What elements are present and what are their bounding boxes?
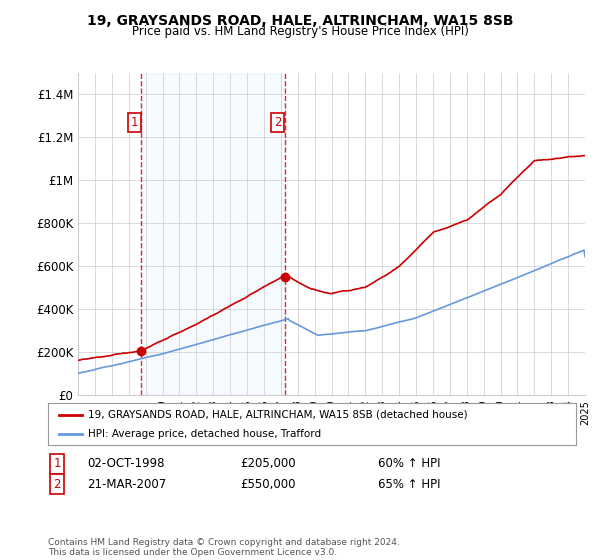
Text: 2: 2: [53, 478, 61, 491]
Text: Price paid vs. HM Land Registry's House Price Index (HPI): Price paid vs. HM Land Registry's House …: [131, 25, 469, 38]
Text: HPI: Average price, detached house, Trafford: HPI: Average price, detached house, Traf…: [88, 430, 321, 439]
Text: £550,000: £550,000: [240, 478, 296, 491]
Text: Contains HM Land Registry data © Crown copyright and database right 2024.
This d: Contains HM Land Registry data © Crown c…: [48, 538, 400, 557]
Text: 1: 1: [131, 116, 139, 129]
Text: 1: 1: [53, 457, 61, 470]
Text: 21-MAR-2007: 21-MAR-2007: [87, 478, 166, 491]
Text: 19, GRAYSANDS ROAD, HALE, ALTRINCHAM, WA15 8SB (detached house): 19, GRAYSANDS ROAD, HALE, ALTRINCHAM, WA…: [88, 410, 467, 420]
Text: 19, GRAYSANDS ROAD, HALE, ALTRINCHAM, WA15 8SB: 19, GRAYSANDS ROAD, HALE, ALTRINCHAM, WA…: [87, 14, 513, 28]
Text: 2: 2: [274, 116, 281, 129]
Text: £205,000: £205,000: [240, 457, 296, 470]
Bar: [142, 73, 284, 395]
Text: 60% ↑ HPI: 60% ↑ HPI: [378, 457, 440, 470]
Text: 65% ↑ HPI: 65% ↑ HPI: [378, 478, 440, 491]
Text: 02-OCT-1998: 02-OCT-1998: [87, 457, 164, 470]
